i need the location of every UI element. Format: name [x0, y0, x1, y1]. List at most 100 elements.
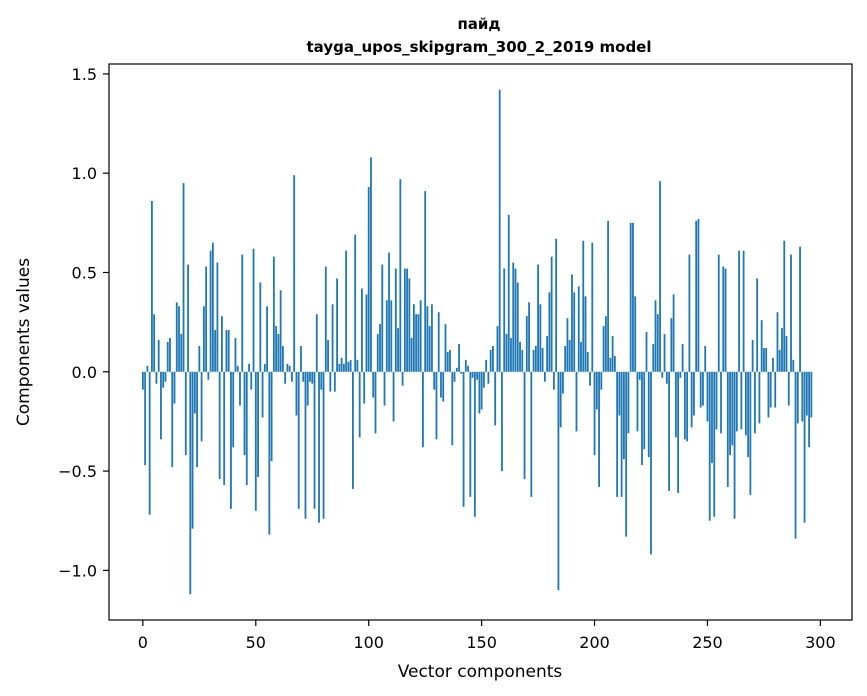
bar-47	[248, 363, 250, 372]
bar-244	[693, 371, 695, 416]
bar-92	[349, 359, 352, 372]
bar-246	[697, 218, 700, 372]
x-tick-label: 50	[246, 633, 266, 652]
bar-197	[586, 351, 589, 372]
bar-161	[505, 334, 508, 372]
bar-104	[376, 334, 379, 372]
bar-284	[783, 240, 786, 372]
bar-185	[559, 371, 562, 428]
bar-285	[785, 336, 788, 372]
bar-128	[431, 304, 433, 372]
bar-186	[562, 371, 564, 394]
bar-142	[462, 371, 465, 507]
bar-9	[162, 371, 165, 388]
bar-238	[679, 371, 682, 378]
bar-22	[191, 371, 194, 529]
x-axis-label: Vector components	[398, 662, 563, 682]
bar-168	[521, 349, 524, 372]
bar-26	[200, 371, 203, 442]
bar-144	[467, 365, 469, 372]
bar-283	[781, 328, 783, 372]
bar-30	[209, 250, 212, 372]
bar-17	[180, 334, 183, 372]
bar-118	[408, 278, 411, 372]
bar-49	[252, 248, 255, 372]
bar-222	[643, 371, 646, 450]
bar-69	[297, 371, 300, 509]
bar-108	[385, 300, 388, 372]
bar-218	[634, 296, 637, 372]
bar-237	[677, 371, 680, 493]
bar-159	[501, 371, 503, 472]
bar-177	[541, 347, 544, 372]
bar-148	[476, 371, 479, 380]
bar-113	[397, 328, 399, 372]
bar-53	[261, 371, 264, 418]
bar-59	[275, 326, 278, 372]
bar-182	[552, 371, 555, 390]
bar-29	[207, 371, 210, 380]
bar-274	[760, 320, 763, 372]
bar-296	[810, 371, 813, 418]
bar-78	[318, 371, 320, 523]
bar-179	[546, 336, 549, 372]
bar-258	[724, 268, 727, 372]
bar-87	[338, 363, 341, 372]
bar-217	[632, 222, 634, 372]
bar-236	[674, 371, 677, 438]
bar-75	[311, 371, 314, 384]
bar-136	[449, 349, 451, 372]
bar-170	[525, 316, 528, 372]
bar-85	[333, 371, 336, 392]
bar-125	[424, 191, 427, 372]
bar-140	[458, 343, 460, 372]
bar-232	[665, 371, 668, 384]
bar-73	[306, 371, 309, 406]
bar-91	[347, 361, 350, 372]
bar-171	[528, 302, 530, 372]
bar-52	[259, 282, 262, 372]
bar-207	[609, 357, 612, 372]
bar-38	[227, 330, 230, 372]
bar-152	[485, 359, 488, 372]
bar-68	[295, 371, 298, 416]
bar-213	[623, 371, 625, 460]
bar-295	[808, 371, 810, 448]
bar-134	[444, 324, 447, 372]
bar-0	[141, 371, 144, 390]
bar-120	[412, 304, 415, 372]
bar-107	[383, 371, 386, 406]
bar-157	[496, 326, 499, 372]
bar-130	[435, 371, 438, 440]
bar-37	[225, 330, 228, 372]
bar-261	[731, 371, 734, 446]
bar-143	[464, 359, 467, 372]
bar-27	[202, 306, 205, 372]
bar-189	[568, 340, 571, 372]
bar-23	[193, 371, 196, 414]
bar-192	[575, 371, 578, 432]
bar-196	[584, 296, 587, 372]
bar-181	[550, 256, 553, 372]
bar-174	[534, 345, 537, 372]
bar-267	[744, 371, 747, 436]
bar-48	[250, 371, 253, 390]
bar-252	[711, 371, 713, 464]
bar-62	[281, 345, 284, 372]
bar-180	[548, 292, 551, 372]
bar-288	[792, 359, 795, 372]
bar-269	[749, 371, 752, 495]
bar-263	[735, 371, 738, 432]
bar-13	[171, 371, 174, 468]
bar-6	[155, 371, 158, 384]
bar-60	[277, 334, 280, 372]
bar-226	[652, 343, 655, 372]
bar-270	[751, 340, 754, 372]
y-tick-label: 0.5	[72, 264, 97, 283]
bar-70	[300, 345, 302, 372]
bar-279	[772, 357, 774, 372]
bar-209	[613, 355, 616, 372]
bar-16	[178, 306, 180, 372]
bar-264	[738, 250, 740, 372]
